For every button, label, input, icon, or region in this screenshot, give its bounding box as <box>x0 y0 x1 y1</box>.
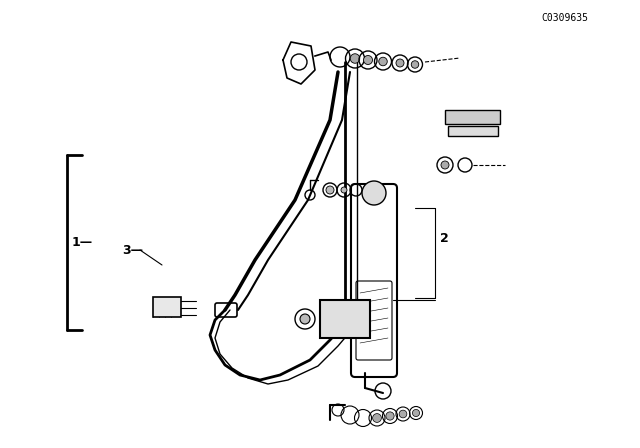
Text: 3—: 3— <box>122 244 143 257</box>
Text: C0309635: C0309635 <box>542 13 589 23</box>
Circle shape <box>350 54 360 63</box>
Circle shape <box>412 409 420 417</box>
Circle shape <box>412 61 419 68</box>
Circle shape <box>326 186 334 194</box>
Bar <box>445 110 500 124</box>
Circle shape <box>396 59 404 67</box>
Circle shape <box>300 314 310 324</box>
Circle shape <box>386 412 394 420</box>
Circle shape <box>372 414 381 422</box>
Bar <box>320 300 370 338</box>
Text: 1—: 1— <box>72 236 93 249</box>
Circle shape <box>441 161 449 169</box>
Circle shape <box>379 57 387 66</box>
Circle shape <box>364 56 372 65</box>
Circle shape <box>362 181 386 205</box>
Text: 2: 2 <box>440 232 449 245</box>
Circle shape <box>399 410 407 418</box>
Circle shape <box>341 187 347 193</box>
Bar <box>448 126 498 136</box>
Bar <box>153 297 181 317</box>
